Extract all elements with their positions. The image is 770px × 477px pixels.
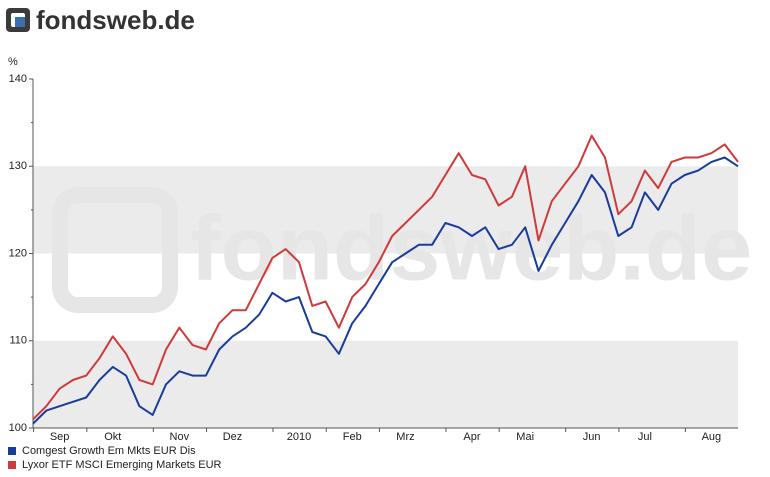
x-tick-label: Sep xyxy=(50,431,70,443)
legend-label: Comgest Growth Em Mkts EUR Dis xyxy=(22,445,196,457)
x-tick-label: Dez xyxy=(223,431,243,443)
x-tick-label: Apr xyxy=(463,431,480,443)
logo-icon-fill xyxy=(15,17,25,27)
x-tick-label: 2010 xyxy=(287,431,311,443)
grid-band xyxy=(33,166,738,254)
watermark: fondsweb.de xyxy=(190,197,752,299)
y-axis-label: % xyxy=(8,56,18,68)
x-tick-label: Feb xyxy=(343,431,362,443)
x-tick-label: Aug xyxy=(702,431,722,443)
y-tick-label: 110 xyxy=(9,335,27,347)
legend-swatch xyxy=(8,447,16,455)
legend-label: Lyxor ETF MSCI Emerging Markets EUR xyxy=(22,459,222,471)
x-tick-label: Jun xyxy=(583,431,601,443)
x-tick-label: Mai xyxy=(516,431,534,443)
x-tick-label: Jul xyxy=(638,431,652,443)
series-line xyxy=(32,134,739,421)
y-tick-label: 120 xyxy=(9,247,27,259)
grid-band xyxy=(33,340,738,428)
y-tick-label: 140 xyxy=(9,73,27,85)
series-line xyxy=(32,156,739,425)
x-tick-label: Mrz xyxy=(396,431,414,443)
x-tick-label: Okt xyxy=(104,431,121,443)
x-tick-label: Nov xyxy=(170,431,190,443)
y-tick-label: 100 xyxy=(9,422,27,434)
legend-swatch xyxy=(8,461,16,469)
watermark-icon xyxy=(52,187,178,313)
logo: fondsweb.de xyxy=(36,5,195,35)
y-tick-label: 130 xyxy=(9,160,27,172)
